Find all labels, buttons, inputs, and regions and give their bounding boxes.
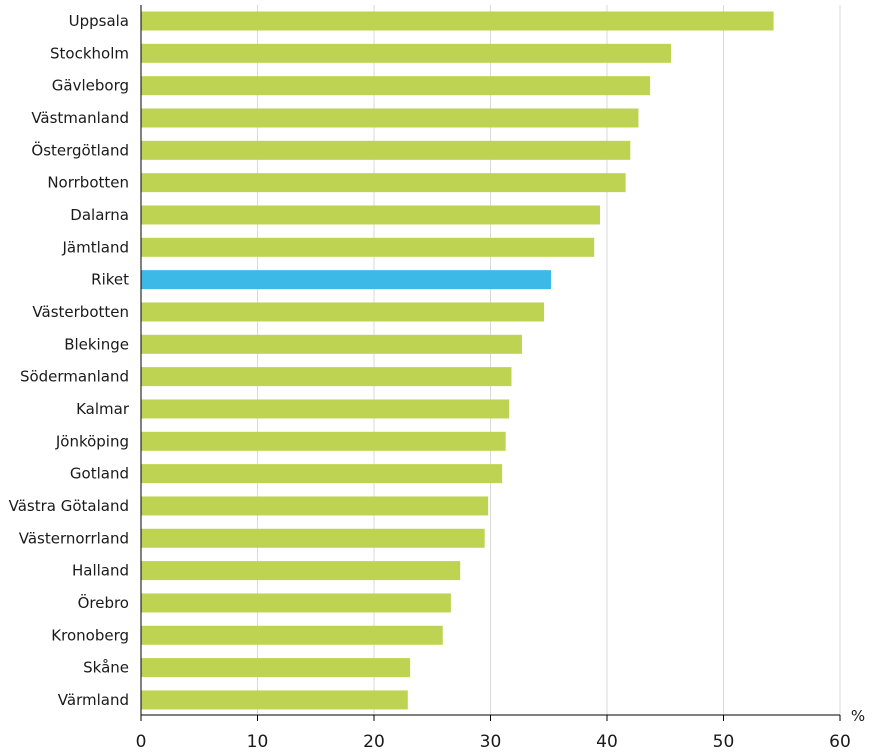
category-label: Dalarna [70, 206, 129, 224]
bar-gävleborg [141, 76, 651, 96]
x-tick-label: 20 [363, 732, 385, 752]
x-tick-label: 50 [713, 732, 735, 752]
category-label: Blekinge [64, 335, 129, 353]
x-axis: 0 10 20 30 40 50 60 [136, 5, 851, 752]
bar-jönköping [141, 431, 506, 451]
category-label: Västerbotten [32, 303, 129, 321]
category-label: Stockholm [50, 44, 129, 62]
x-tick-label: 10 [247, 732, 269, 752]
x-tick-label: 0 [136, 732, 147, 752]
category-label: Jönköping [55, 432, 129, 450]
category-label: Uppsala [69, 12, 129, 30]
bars [141, 11, 774, 710]
bar-norrbotten [141, 173, 626, 193]
category-label: Gotland [70, 465, 129, 483]
bar-dalarna [141, 205, 601, 225]
category-label: Kalmar [76, 400, 130, 418]
unit-label: % [851, 707, 865, 725]
category-label: Riket [91, 271, 129, 289]
bar-jämtland [141, 237, 595, 257]
x-tick-label: 40 [596, 732, 618, 752]
category-label: Jämtland [62, 238, 130, 256]
bar-värmland [141, 690, 408, 710]
bar-västra-götaland [141, 496, 489, 516]
bar-uppsala [141, 11, 774, 31]
bar-östergötland [141, 140, 631, 160]
category-label: Norrbotten [47, 174, 129, 192]
bar-halland [141, 561, 461, 581]
bar-gotland [141, 464, 503, 484]
bar-södermanland [141, 367, 512, 387]
bar-kronoberg [141, 625, 443, 645]
category-label: Örebro [78, 593, 129, 612]
category-label: Gävleborg [52, 77, 129, 95]
x-tick-label: 60 [829, 732, 851, 752]
bar-västerbotten [141, 302, 545, 322]
category-label: Halland [72, 562, 129, 580]
bar-stockholm [141, 43, 672, 63]
category-label: Östergötland [31, 140, 129, 159]
category-label: Västra Götaland [9, 497, 129, 515]
category-label: Västmanland [31, 109, 129, 127]
bar-blekinge [141, 334, 522, 354]
bar-västernorrland [141, 528, 485, 548]
bar-riket [141, 270, 552, 290]
bar-örebro [141, 593, 451, 613]
bar-västmanland [141, 108, 639, 128]
category-label: Värmland [58, 691, 129, 709]
x-tick-label: 30 [480, 732, 502, 752]
category-label: Skåne [83, 659, 129, 677]
category-label: Kronoberg [51, 626, 129, 644]
bar-skåne [141, 658, 411, 678]
category-labels: Uppsala Stockholm Gävleborg Västmanland Öste… [9, 12, 130, 709]
bar-kalmar [141, 399, 510, 419]
category-label: Södermanland [20, 368, 129, 386]
category-label: Västernorrland [19, 529, 129, 547]
